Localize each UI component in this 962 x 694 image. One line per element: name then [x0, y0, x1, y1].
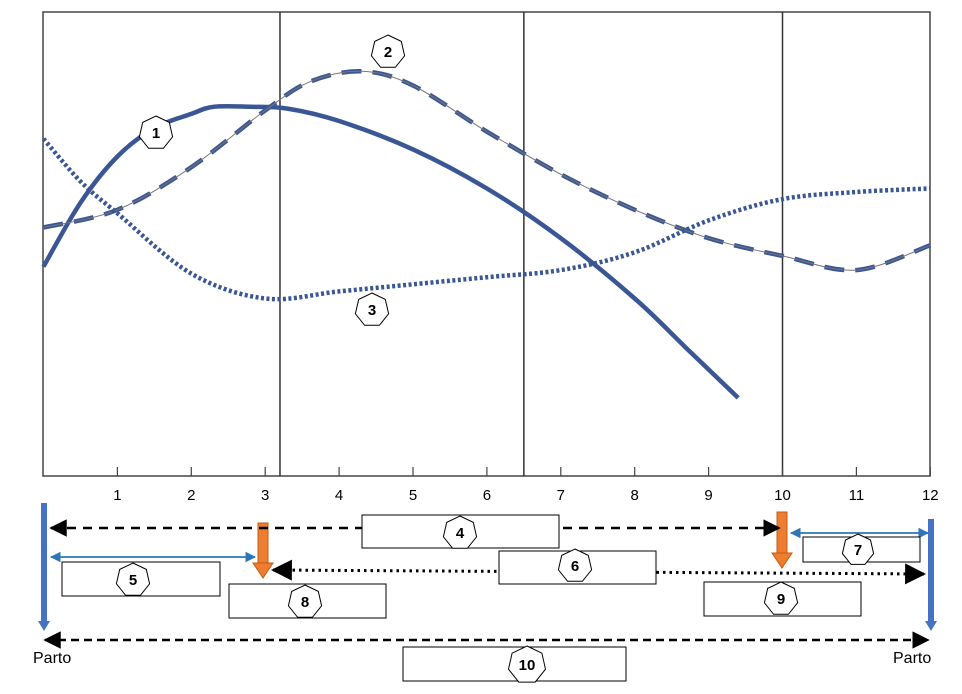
timeline-badge-8: 8 — [287, 584, 323, 618]
parto-bar-left — [41, 503, 47, 621]
timeline-badge-4: 4 — [442, 515, 478, 549]
series-labels: 1 2 3 — [138, 34, 406, 326]
series-1-badge-shape — [138, 115, 174, 149]
event-arrow-3-shaft — [257, 522, 269, 566]
parto-label-left: Parto — [33, 650, 71, 667]
timeline-badge-7-text: 7 — [854, 542, 862, 559]
x-tick-label-10: 10 — [774, 487, 791, 504]
timeline-badge-4-text: 4 — [456, 525, 465, 542]
timeline-badge-6: 6 — [557, 548, 593, 582]
timeline-badge-6-text: 6 — [571, 558, 579, 575]
timeline-badge-8-shape — [287, 584, 323, 618]
timeline-badge-10: 10 — [507, 645, 547, 683]
series-2-badge-shape — [370, 34, 406, 68]
event-arrow-10-head — [771, 552, 793, 569]
series-2-badge: 2 — [370, 34, 406, 68]
x-axis-ticks: 1 2 3 4 5 6 7 8 9 10 11 12 — [113, 467, 939, 504]
x-tick-label-8: 8 — [631, 487, 639, 504]
parto-bar-left-tip — [38, 621, 50, 631]
series-1-line — [41, 103, 740, 400]
timeline: Parto Parto — [33, 503, 937, 682]
parto-bar-right-tip — [925, 621, 937, 631]
x-tick-label-5: 5 — [409, 487, 417, 504]
x-tick-label-3: 3 — [261, 487, 269, 504]
timeline-badge-5-text: 5 — [129, 572, 137, 589]
series-1-badge: 1 — [138, 115, 174, 149]
period-dividers — [279, 12, 784, 476]
timeline-badge-7-shape — [841, 533, 875, 565]
timeline-badge-10-shape — [507, 645, 547, 683]
event-arrow-3-head — [252, 562, 274, 579]
parto-label-right: Parto — [893, 650, 931, 667]
timeline-badge-6-shape — [557, 548, 593, 582]
timeline-badge-4-shape — [442, 515, 478, 549]
plot-area — [42, 11, 931, 477]
parto-bar-right — [928, 519, 934, 621]
series-2-line — [42, 69, 932, 273]
series-1-badge-text: 1 — [152, 125, 160, 142]
series-3-badge: 3 — [354, 292, 390, 326]
series-layer — [41, 69, 932, 400]
series-2-guide — [43, 70, 931, 271]
timeline-badge-9-text: 9 — [777, 591, 785, 608]
series-2-badge-text: 2 — [384, 44, 392, 61]
timeline-badge-9: 9 — [763, 581, 799, 615]
series-3-badge-text: 3 — [368, 302, 376, 319]
timeline-badge-8-text: 8 — [301, 594, 309, 611]
series-3-badge-shape — [354, 292, 390, 326]
timeline-labels: 4 5 6 7 8 9 10 — [115, 515, 875, 683]
series-3-line — [41, 137, 931, 302]
x-tick-label-12: 12 — [922, 487, 939, 504]
x-tick-label-2: 2 — [187, 487, 195, 504]
timeline-badge-10-text: 10 — [519, 657, 536, 674]
x-tick-label-7: 7 — [557, 487, 565, 504]
x-tick-label-9: 9 — [704, 487, 712, 504]
timeline-badge-9-shape — [763, 581, 799, 615]
x-tick-label-4: 4 — [335, 487, 343, 504]
event-arrow-10-shaft — [776, 511, 788, 556]
timeline-badge-5: 5 — [115, 562, 151, 596]
x-tick-label-1: 1 — [113, 487, 121, 504]
timeline-badge-7: 7 — [841, 533, 875, 565]
x-tick-label-11: 11 — [849, 487, 865, 504]
x-tick-label-6: 6 — [483, 487, 491, 504]
timeline-badge-5-shape — [115, 562, 151, 596]
